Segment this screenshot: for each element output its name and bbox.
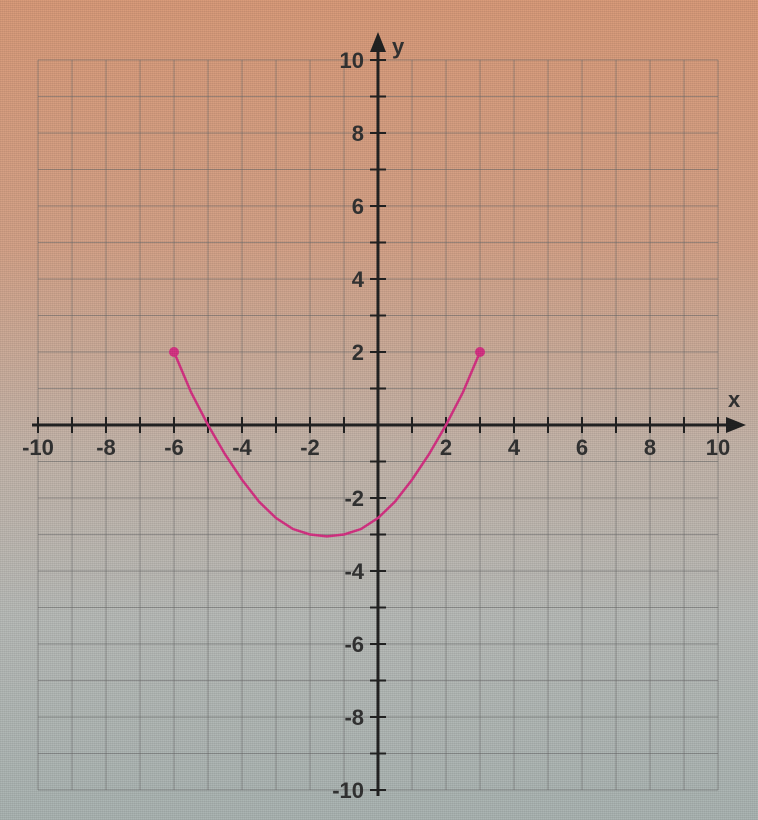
endpoint-marker	[169, 347, 179, 357]
endpoint-marker	[475, 347, 485, 357]
y-tick-label: 6	[352, 194, 364, 219]
curve	[169, 347, 485, 536]
x-tick-label: -8	[96, 435, 116, 460]
y-axis-label: y	[392, 34, 405, 59]
y-tick-label: 2	[352, 340, 364, 365]
x-tick-label: 4	[508, 435, 521, 460]
y-tick-label: 4	[352, 267, 365, 292]
y-tick-label: -4	[344, 559, 364, 584]
x-tick-label: 2	[440, 435, 452, 460]
y-tick-label: -8	[344, 705, 364, 730]
x-axis-label: x	[728, 387, 741, 412]
x-tick-label: 10	[706, 435, 730, 460]
x-tick-label: 8	[644, 435, 656, 460]
axes	[32, 32, 746, 796]
y-tick-label: -6	[344, 632, 364, 657]
y-tick-label: -10	[332, 778, 364, 803]
coordinate-plane-chart: -10 -8 -6 -4 -2 2 4 6 8 10 -10 -8 -6 -4 -2 2 4 6 8 10 x y	[0, 0, 758, 820]
y-tick-label: -2	[344, 486, 364, 511]
curve-path	[174, 352, 480, 536]
y-tick-label: 10	[340, 48, 364, 73]
x-tick-label: -2	[300, 435, 320, 460]
x-tick-label: -6	[164, 435, 184, 460]
y-tick-label: 8	[352, 121, 364, 146]
x-tick-label: 6	[576, 435, 588, 460]
x-tick-label: -10	[22, 435, 54, 460]
x-tick-label: -4	[232, 435, 252, 460]
